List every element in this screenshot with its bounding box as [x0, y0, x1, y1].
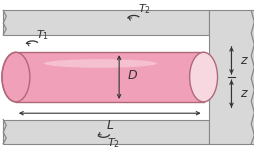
- Text: $T_1$: $T_1$: [36, 28, 49, 42]
- Ellipse shape: [44, 59, 156, 68]
- Ellipse shape: [2, 52, 30, 102]
- Text: $T_2$: $T_2$: [107, 137, 120, 150]
- Polygon shape: [208, 11, 253, 144]
- Text: $z$: $z$: [240, 54, 248, 67]
- Polygon shape: [3, 120, 208, 144]
- Text: $T_2$: $T_2$: [137, 2, 150, 16]
- Text: $D$: $D$: [126, 69, 137, 82]
- Polygon shape: [3, 11, 208, 35]
- Ellipse shape: [189, 52, 217, 102]
- Polygon shape: [16, 52, 203, 102]
- Text: $L$: $L$: [105, 119, 113, 132]
- Text: $z$: $z$: [240, 87, 248, 100]
